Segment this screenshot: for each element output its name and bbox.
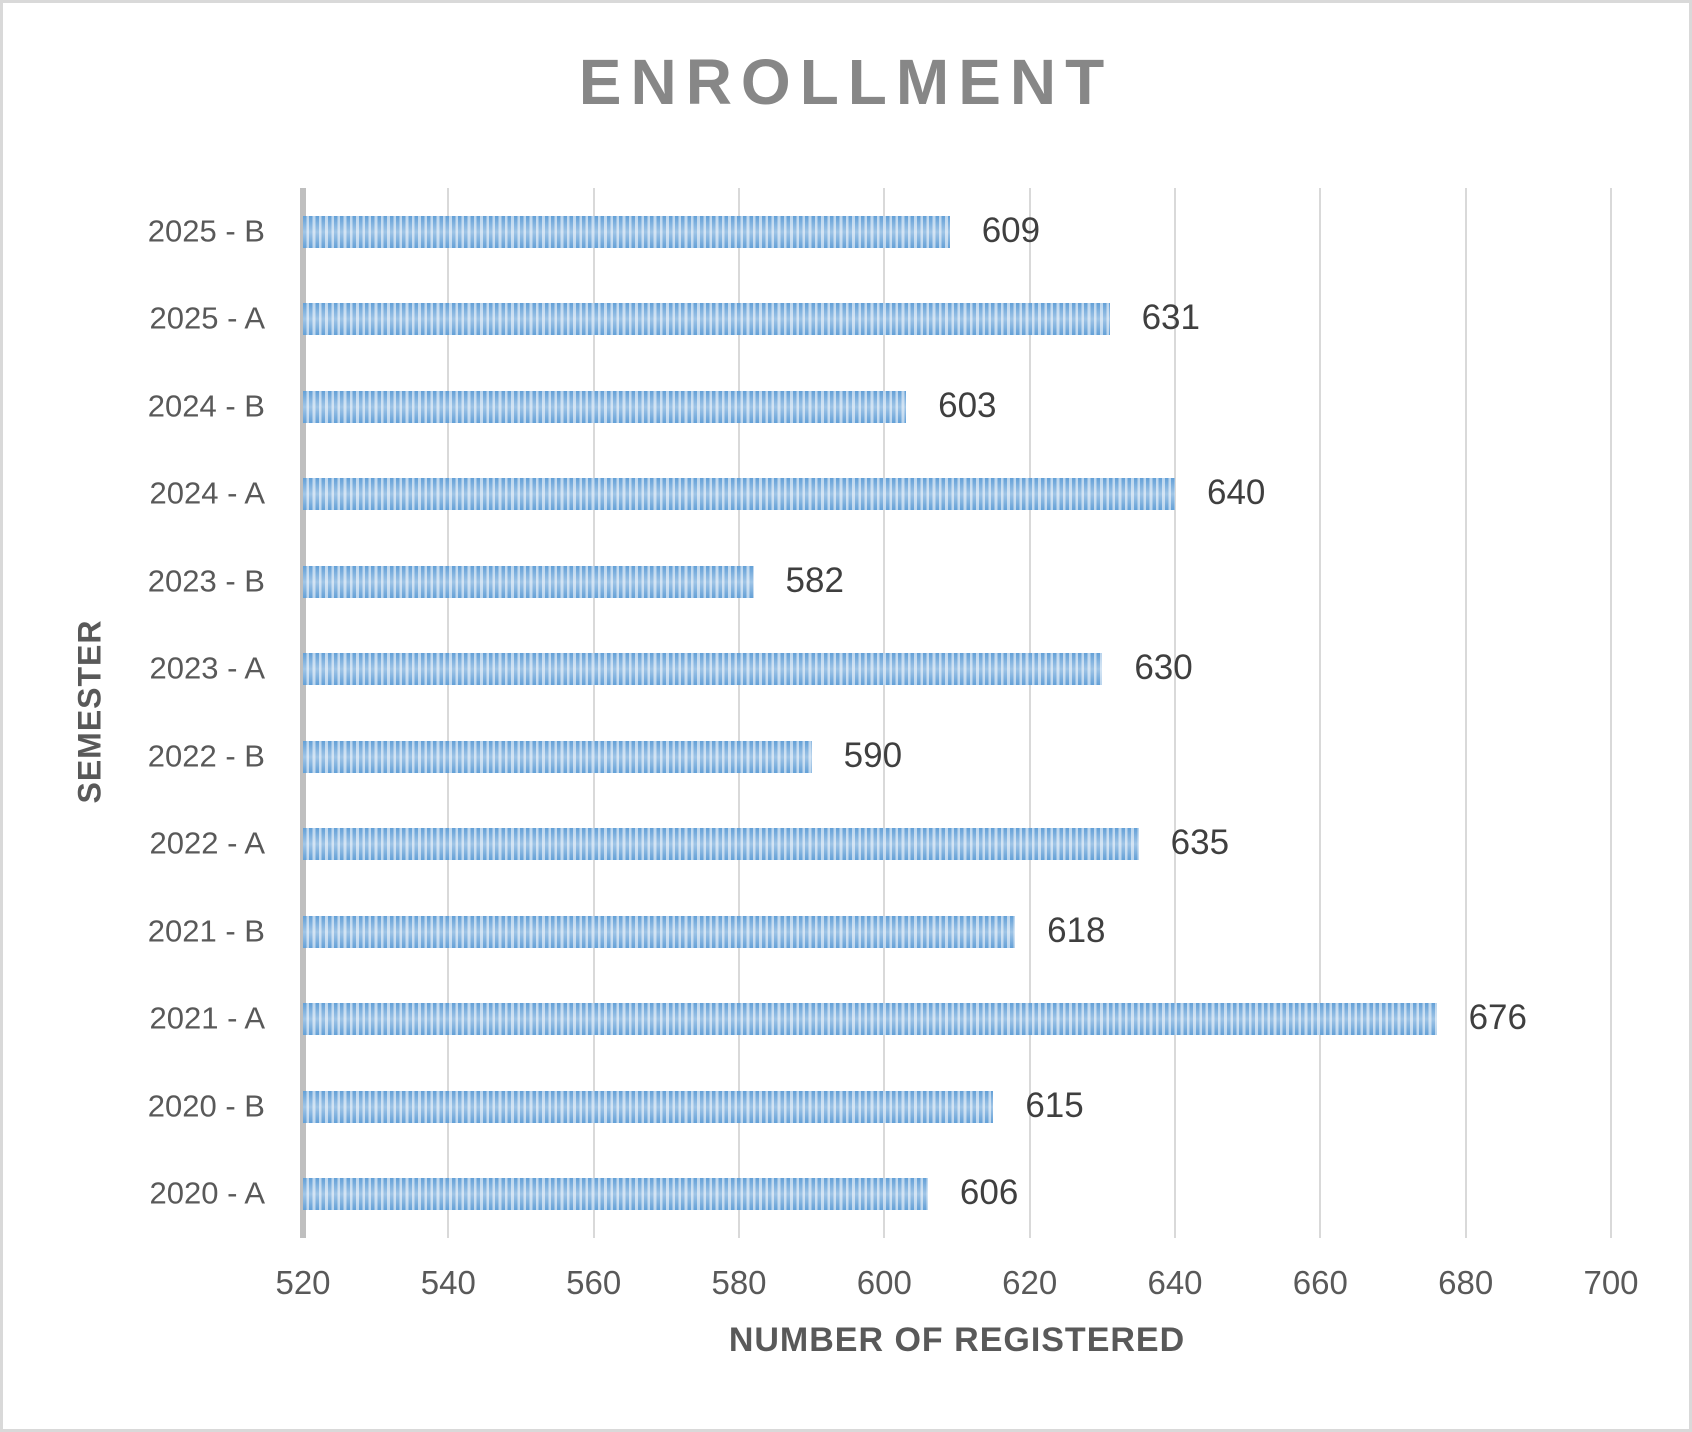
bar-value-label: 630 <box>1134 648 1193 688</box>
x-tick-label: 540 <box>420 1264 476 1301</box>
bar <box>303 1090 994 1123</box>
bar <box>303 390 907 423</box>
gridline <box>1464 188 1467 1238</box>
x-tick-label: 700 <box>1583 1264 1639 1301</box>
y-axis-title: SEMESTER <box>71 619 108 804</box>
gridline <box>1319 188 1322 1238</box>
chart-title: ENROLLMENT <box>578 46 1114 118</box>
category-label: 2020 - A <box>149 1175 265 1211</box>
bar-value-label: 590 <box>843 735 903 775</box>
x-tick-label: 680 <box>1438 1264 1494 1301</box>
bar-row: 582 <box>303 538 1611 626</box>
x-tick-label: 580 <box>711 1264 767 1301</box>
gridline <box>883 188 886 1238</box>
gridline <box>1174 188 1176 1238</box>
bar-value-label: 606 <box>959 1173 1019 1213</box>
bar <box>303 1178 928 1211</box>
category-label: 2023 - A <box>149 650 265 686</box>
category-label: 2022 - A <box>149 825 265 861</box>
bar-row: 631 <box>303 276 1611 364</box>
bar-row: 635 <box>303 801 1611 889</box>
bar-row: 640 <box>303 451 1611 539</box>
bar-row: 618 <box>303 888 1611 976</box>
x-tick-label: 520 <box>275 1264 331 1301</box>
bar-row: 590 <box>303 713 1611 801</box>
bar-row: 603 <box>303 363 1611 451</box>
gridline <box>592 188 595 1238</box>
bar-row: 609 <box>303 188 1611 276</box>
bar-row: 676 <box>303 976 1611 1064</box>
gridline <box>1028 188 1031 1238</box>
gridline <box>738 188 740 1238</box>
category-label: 2021 - A <box>149 1000 265 1036</box>
category-label: 2025 - B <box>147 213 265 249</box>
bar <box>303 1003 1437 1036</box>
category-label: 2021 - B <box>147 913 265 949</box>
category-label: 2023 - B <box>147 563 265 599</box>
gridline <box>1610 188 1612 1238</box>
x-tick-label: 560 <box>566 1264 622 1301</box>
bar-row: 630 <box>303 626 1611 714</box>
bar-value-label: 603 <box>938 385 997 425</box>
category-label: 2024 - A <box>149 475 265 511</box>
x-tick-label: 660 <box>1292 1264 1348 1301</box>
bar <box>303 915 1016 948</box>
bar <box>303 828 1139 861</box>
bar <box>303 565 754 598</box>
x-axis-title: NUMBER OF REGISTERED <box>728 1321 1186 1359</box>
bar-value-label: 631 <box>1141 298 1200 338</box>
category-label: 2022 - B <box>147 738 265 774</box>
bar <box>303 215 950 248</box>
bar-value-label: 676 <box>1468 998 1527 1038</box>
bar-value-label: 618 <box>1047 910 1106 950</box>
x-tick-label: 600 <box>856 1264 912 1301</box>
bar-value-label: 582 <box>785 560 844 600</box>
bar <box>303 303 1110 336</box>
category-label: 2024 - B <box>147 388 265 424</box>
bar-row: 606 <box>303 1151 1611 1239</box>
plot-area: 609 631 603 640 582 630 590 635 618 676 615 606 <box>300 188 1612 1239</box>
y-axis-line <box>300 188 306 1238</box>
bar-value-label: 615 <box>1025 1085 1084 1125</box>
category-label: 2025 - A <box>149 300 265 336</box>
bar-row: 615 <box>303 1063 1611 1151</box>
x-tick-label: 620 <box>1002 1264 1058 1301</box>
bar <box>303 478 1175 511</box>
gridline <box>447 188 450 1238</box>
x-tick-label: 640 <box>1147 1264 1203 1301</box>
bar-value-label: 609 <box>981 210 1041 250</box>
bar-value-label: 640 <box>1207 473 1266 513</box>
bar <box>303 653 1103 686</box>
bar <box>303 740 812 773</box>
category-label: 2020 - B <box>147 1088 265 1124</box>
bar-value-label: 635 <box>1170 823 1230 863</box>
